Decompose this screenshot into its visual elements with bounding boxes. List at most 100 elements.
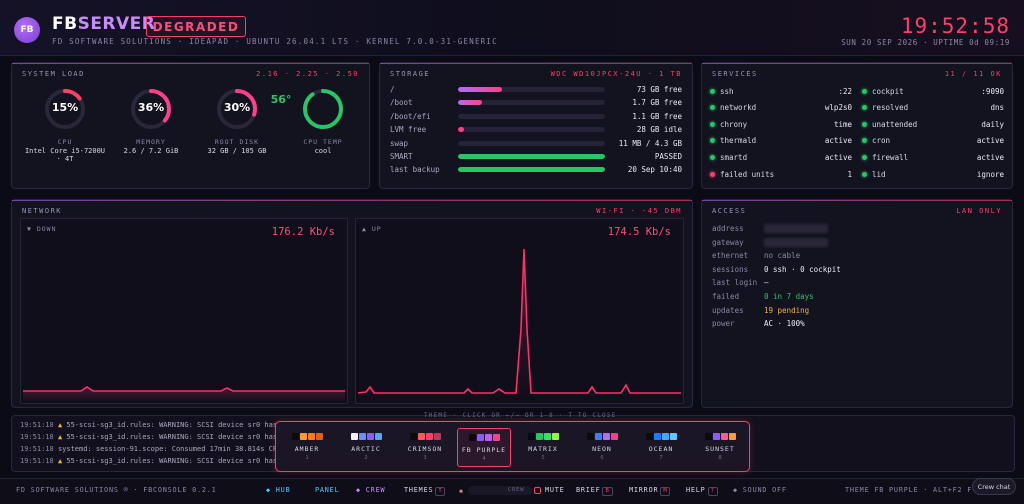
redacted-value [764, 224, 828, 233]
service-state: dns [990, 103, 1004, 113]
gauge-label: MEMORY [136, 138, 166, 146]
crew-indicator [533, 487, 541, 494]
access-row: updates 19 pending [712, 304, 1024, 317]
gauge-ring [45, 89, 85, 129]
storage-label: last backup [390, 165, 440, 175]
storage-row: /boot 1.7 GB free [390, 96, 682, 109]
gauge: 56° CPU TEMP cool [271, 85, 364, 155]
theme-swatches [339, 433, 393, 440]
down-trace [23, 386, 345, 403]
service-state: ignore [976, 169, 1004, 179]
theme-name: NEON [592, 445, 612, 453]
gauge-value: 15% [51, 101, 79, 114]
theme-option-fb-purple[interactable]: FB PURPLE 4 [457, 428, 511, 467]
access-row: last login — [712, 276, 1024, 289]
color-swatch [586, 433, 594, 440]
access-scope: LAN ONLY [956, 207, 1002, 215]
theme-number: 7 [659, 455, 663, 461]
access-key: gateway [712, 237, 744, 247]
theme-name: SUNSET [705, 445, 735, 453]
theme-option-ocean[interactable]: OCEAN 7 [634, 428, 688, 467]
down-chart: ▼ DOWN 176.2 Kb/s [20, 218, 348, 404]
service-state: :22 [838, 86, 852, 96]
footer-brand: FD SOFTWARE SOLUTIONS ® · FBCONSOLE 0.2.… [16, 486, 217, 494]
usage-fill [458, 100, 482, 106]
hub-link[interactable]: ◆ HUB [266, 486, 291, 494]
color-swatch [551, 433, 559, 440]
log-time: 19:51:18 [20, 433, 54, 441]
color-swatch [299, 433, 307, 440]
themes-label: THEMES [404, 486, 434, 494]
color-swatch [374, 433, 382, 440]
storage-panel: STORAGE WDC WD10JPCX-24U · 1 TB / 73 GB f… [379, 62, 693, 189]
log-time: 19:51:18 [20, 421, 54, 429]
service-name: chrony [720, 119, 748, 129]
themes-button[interactable]: THEMES T [404, 486, 446, 496]
panel-link[interactable]: PANEL [315, 486, 340, 494]
color-swatch [433, 433, 441, 440]
service-name: cron [872, 136, 891, 146]
mute-button[interactable]: MUTE [545, 486, 565, 494]
log-time: 19:51:18 [20, 457, 54, 465]
status-ok-icon [710, 138, 715, 144]
help-button[interactable]: HELP? [686, 486, 718, 496]
theme-picker-hint: THEME · CLICK OR ←/→ OR 1-8 · T TO CLOSE [424, 412, 617, 419]
gauge-value: 36% [137, 101, 165, 114]
theme-option-arctic[interactable]: ARCTIC 2 [339, 428, 393, 467]
color-swatch [661, 433, 669, 440]
theme-number: 3 [423, 455, 427, 461]
crew-link[interactable]: ◆ CREW [356, 486, 386, 494]
up-chart: ▲ UP 174.5 Kb/s [355, 218, 684, 404]
color-swatch [366, 433, 374, 440]
color-swatch [492, 434, 500, 441]
access-value: 19 pending [764, 305, 810, 315]
service-item: cockpit:9090 [862, 84, 1004, 98]
logo-badge: FB [14, 17, 40, 43]
usage-bar [458, 113, 605, 119]
access-value: AC · 100% [764, 319, 805, 329]
sound-toggle[interactable]: ◆ SOUND OFF [733, 486, 787, 494]
storage-label: LVM free [390, 125, 427, 135]
usage-fill [458, 87, 503, 92]
brief-button[interactable]: BRIEF B [576, 486, 613, 496]
mirror-button[interactable]: MIRROR M [629, 486, 671, 496]
storage-row: /boot/efi 1.1 GB free [390, 110, 682, 123]
service-item: smartd active [710, 150, 852, 164]
theme-option-amber[interactable]: AMBER 1 [280, 428, 334, 467]
panel-title: SYSTEM LOAD [22, 70, 85, 78]
log-text: systemd: session-91.scope: Consumed 17mi… [57, 445, 282, 453]
theme-option-matrix[interactable]: MATRIX 5 [516, 428, 570, 467]
service-item: firewall active [862, 150, 1004, 164]
status-ok-icon [862, 138, 867, 144]
usage-fill [458, 127, 464, 133]
cat-icon: ❀ [459, 486, 464, 495]
access-row: power AC · 100% [712, 317, 1024, 330]
gauge-arc [217, 89, 257, 129]
access-row: gateway [712, 236, 1024, 249]
usage-bar [458, 87, 605, 92]
usage-bar [458, 127, 605, 133]
wifi-signal: WI-FI · -45 DBM [596, 207, 682, 215]
crew-pill-label: CREW [507, 487, 525, 493]
theme-option-crimson[interactable]: CRIMSON 3 [398, 428, 452, 467]
crew-toggle[interactable]: ❀ CREW [459, 486, 541, 495]
color-swatch [712, 433, 720, 440]
brief-key: B [602, 487, 613, 496]
theme-number: 4 [482, 456, 486, 462]
gauge-ring [217, 89, 257, 129]
crew-chat-button[interactable]: Crew chat [972, 478, 1016, 495]
color-swatch [484, 434, 492, 441]
service-name: networkd [720, 103, 757, 113]
usage-bar [458, 167, 605, 173]
log-line: 19:51:18 ▲ 55-scsi-sg3_id.rules: WARNING… [20, 457, 277, 468]
service-state: active [824, 152, 852, 162]
theme-option-sunset[interactable]: SUNSET 8 [693, 428, 747, 467]
storage-label: / [390, 85, 395, 94]
color-swatch [291, 433, 299, 440]
storage-value: 1.1 GB free [632, 111, 682, 121]
color-swatch [645, 433, 653, 440]
color-swatch [409, 433, 417, 440]
service-name: resolved [872, 103, 909, 113]
theme-option-neon[interactable]: NEON 6 [575, 428, 629, 467]
help-label: HELP [686, 486, 706, 494]
